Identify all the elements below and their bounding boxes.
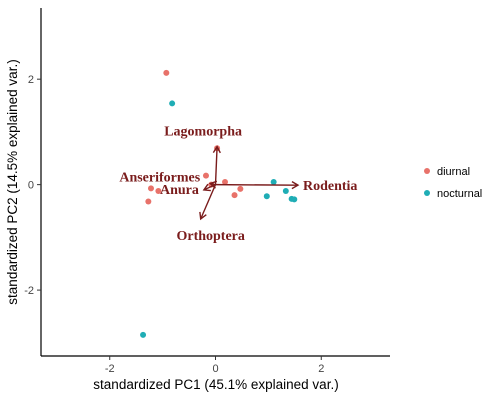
- y-tick-label: 0: [28, 180, 34, 192]
- point-diurnal: [145, 198, 152, 205]
- point-diurnal: [147, 185, 154, 192]
- y-axis-title: standardized PC2 (14.5% explained var.): [5, 59, 20, 304]
- x-axis-title: standardized PC1 (45.1% explained var.): [93, 377, 338, 392]
- loading-arrow-rodentia: [215, 183, 298, 186]
- x-tick-label: -2: [105, 363, 115, 375]
- point-nocturnal: [169, 100, 176, 107]
- legend-key-diurnal: [424, 168, 430, 174]
- point-nocturnal: [263, 193, 270, 200]
- loading-arrow-orthoptera: [200, 184, 217, 220]
- loading-label-lagomorpha: Lagomorpha: [164, 125, 242, 140]
- x-tick-label: 0: [212, 363, 218, 375]
- point-nocturnal: [140, 331, 147, 338]
- legend: diurnal nocturnal: [424, 166, 482, 200]
- point-diurnal: [231, 192, 238, 199]
- arrow-head: [199, 211, 207, 221]
- point-nocturnal: [270, 179, 277, 185]
- loading-label-orthoptera: Orthoptera: [176, 229, 244, 244]
- points-layer: [140, 69, 298, 338]
- loading-label-anura: Anura: [160, 183, 199, 198]
- legend-label-nocturnal: nocturnal: [437, 188, 482, 200]
- y-tick-label: 2: [28, 74, 34, 86]
- arrow-head: [202, 183, 211, 192]
- x-tick-label: 2: [318, 363, 324, 375]
- arrow-head: [212, 145, 221, 154]
- loading-arrow-lagomorpha: [214, 146, 218, 185]
- point-diurnal: [202, 172, 209, 179]
- point-diurnal: [163, 69, 170, 76]
- point-diurnal: [222, 179, 229, 185]
- arrow-head: [291, 181, 300, 190]
- arrow-head: [208, 180, 218, 189]
- loading-arrow-anura: [203, 183, 216, 191]
- y-tick-label: -2: [24, 285, 34, 297]
- loading-label-anseriformes: Anseriformes: [119, 171, 200, 186]
- legend-label-diurnal: diurnal: [437, 166, 470, 178]
- point-diurnal: [155, 187, 162, 194]
- ticks-layer: -2 0 2 -2 0 2: [24, 74, 324, 375]
- point-nocturnal: [282, 187, 289, 194]
- point-diurnal: [237, 185, 244, 192]
- loading-label-rodentia: Rodentia: [303, 179, 357, 194]
- point-nocturnal: [291, 196, 298, 203]
- legend-key-nocturnal: [424, 190, 430, 196]
